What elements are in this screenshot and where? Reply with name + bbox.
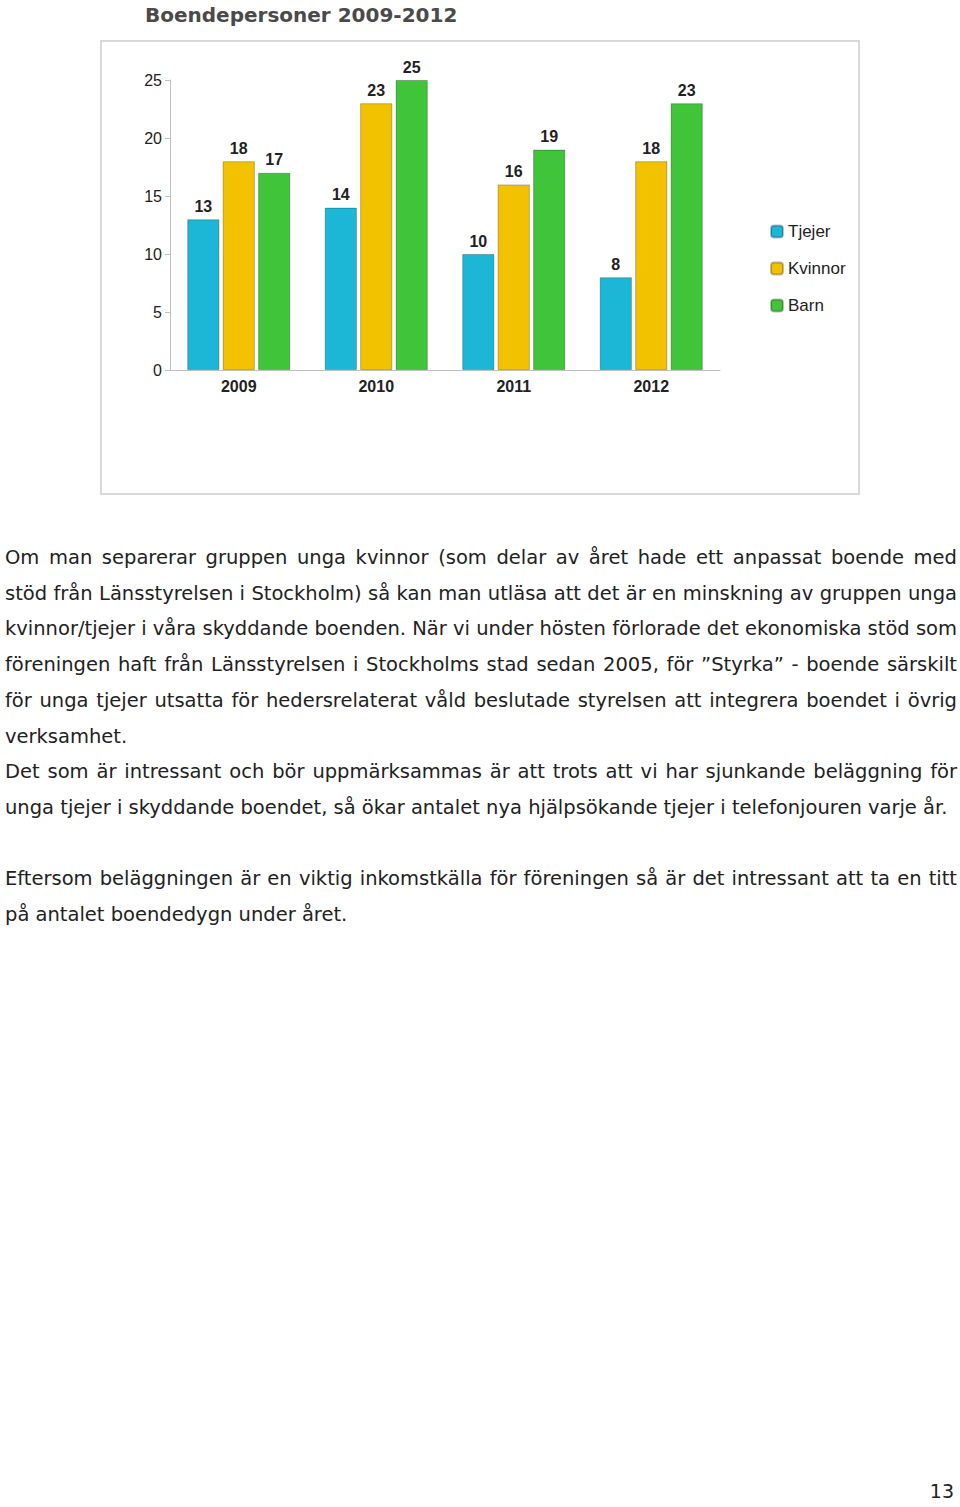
svg-text:19: 19 <box>540 128 558 145</box>
svg-text:Tjejer: Tjejer <box>788 222 831 241</box>
svg-text:25: 25 <box>403 59 421 76</box>
svg-text:23: 23 <box>367 82 385 99</box>
svg-text:14: 14 <box>332 186 350 203</box>
svg-text:10: 10 <box>144 246 162 263</box>
svg-text:18: 18 <box>230 140 248 157</box>
svg-text:0: 0 <box>153 362 162 379</box>
svg-text:2012: 2012 <box>633 378 669 395</box>
svg-text:18: 18 <box>642 140 660 157</box>
svg-text:20: 20 <box>144 130 162 147</box>
html-text:Om man separerar gruppen unga: Om man separerar gruppen unga kvinnor (s… <box>5 546 957 748</box>
svg-text:Barn: Barn <box>788 296 824 315</box>
svg-text:2010: 2010 <box>358 378 394 395</box>
html-text:Det som är intressant och bör: Det som är intressant och bör uppmärksam… <box>5 760 957 819</box>
svg-text:25: 25 <box>144 72 162 89</box>
svg-text:Kvinnor: Kvinnor <box>788 259 846 278</box>
svg-text:Boendepersoner 2009-2012: Boendepersoner 2009-2012 <box>145 3 457 27</box>
svg-text:2011: 2011 <box>496 378 531 395</box>
svg-text:13: 13 <box>194 198 212 215</box>
svg-text:16: 16 <box>505 163 523 180</box>
svg-text:5: 5 <box>153 304 162 321</box>
html-text:Eftersom beläggningen är en vi: Eftersom beläggningen är en viktig inkom… <box>5 867 957 926</box>
svg-text:10: 10 <box>469 233 487 250</box>
svg-text:8: 8 <box>611 256 620 273</box>
html-text:13: 13 <box>929 1480 954 1502</box>
svg-text:15: 15 <box>144 188 162 205</box>
svg-text:2009: 2009 <box>221 378 257 395</box>
svg-text:17: 17 <box>265 151 283 168</box>
svg-text:23: 23 <box>678 82 696 99</box>
